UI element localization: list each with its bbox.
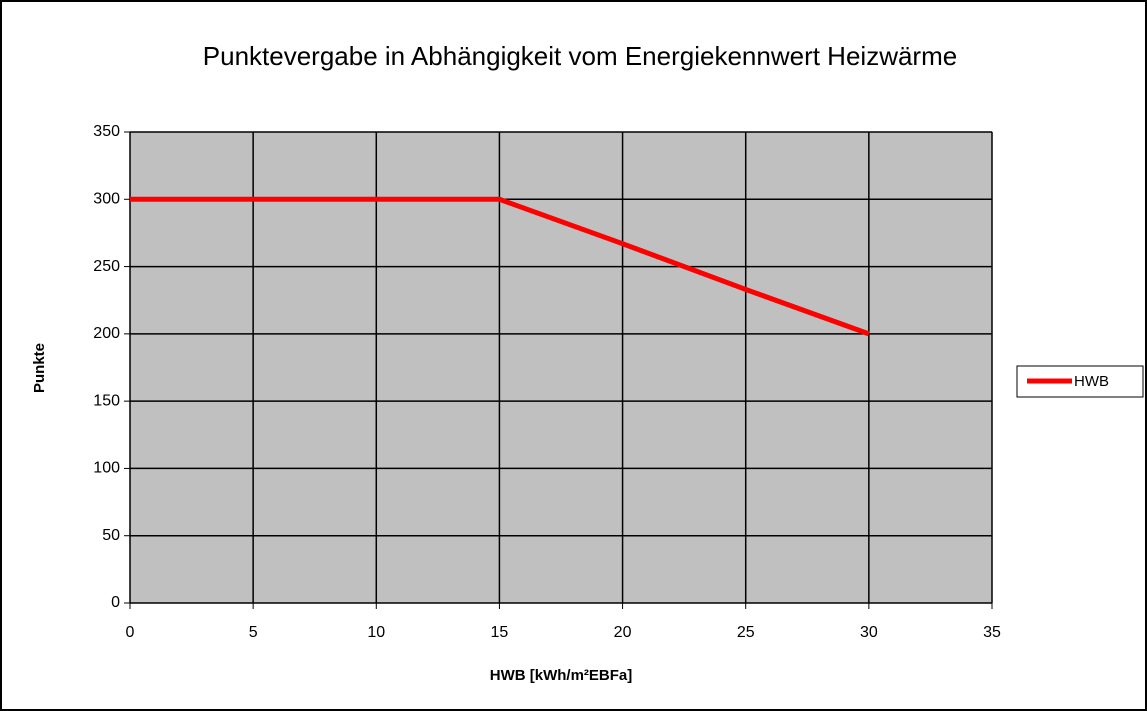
y-tick-label: 350 <box>93 123 120 140</box>
legend-label: HWB <box>1074 373 1109 390</box>
y-tick-label: 250 <box>93 258 120 275</box>
y-tick-label: 0 <box>111 594 120 611</box>
x-tick-label: 5 <box>249 624 258 641</box>
x-axis-label: HWB [kWh/m²EBFa] <box>490 667 633 684</box>
data-line <box>130 196 870 337</box>
plot-area <box>129 131 993 604</box>
chart-title: Punktevergabe in Abhängigkeit vom Energi… <box>203 41 957 71</box>
y-tick-label: 300 <box>93 191 120 208</box>
y-tick-label: 50 <box>102 527 120 544</box>
x-tick-label: 35 <box>983 624 1001 641</box>
y-tick-label: 100 <box>93 460 120 477</box>
y-axis-label: Punkte <box>31 343 48 393</box>
x-tick-label: 15 <box>491 624 509 641</box>
x-tick-label: 20 <box>614 624 632 641</box>
x-tick-label: 30 <box>860 624 878 641</box>
x-tick-label: 0 <box>126 624 135 641</box>
x-tick-label: 25 <box>737 624 755 641</box>
y-tick-label: 200 <box>93 325 120 342</box>
x-tick-label: 10 <box>367 624 385 641</box>
y-tick-label: 150 <box>93 392 120 409</box>
